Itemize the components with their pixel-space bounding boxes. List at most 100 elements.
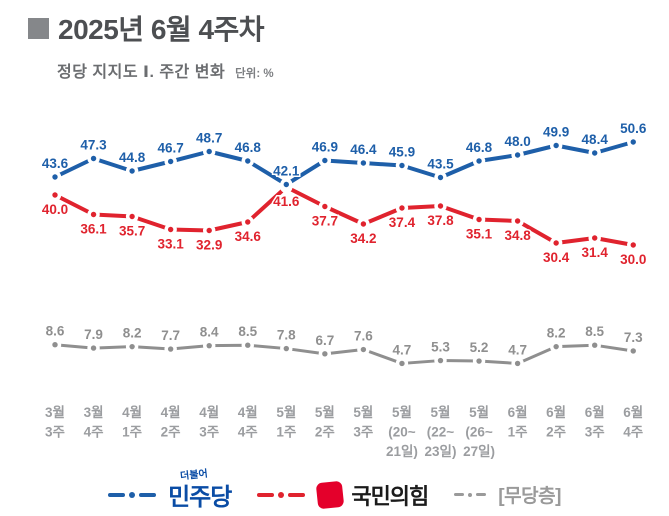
dp-logo-sub-label: 더불어 bbox=[179, 468, 209, 483]
page-title: 2025년 6월 4주차 bbox=[58, 14, 265, 45]
ppp-point bbox=[360, 221, 367, 227]
dp-point bbox=[437, 174, 444, 181]
ppp-value-label: 37.7 bbox=[312, 214, 338, 229]
ppp-value-label: 35.1 bbox=[466, 227, 493, 242]
legend-label-independents: [무당층] bbox=[498, 486, 561, 507]
dp-point bbox=[553, 142, 559, 149]
independents-point bbox=[206, 342, 212, 349]
x-axis-tick-label: (26~ bbox=[465, 425, 493, 440]
dp-value-label: 43.5 bbox=[427, 157, 454, 172]
x-axis-tick-label: 2주 bbox=[161, 425, 181, 440]
ppp-value-label: 31.4 bbox=[582, 245, 609, 260]
ppp-point bbox=[322, 203, 328, 210]
x-axis-tick-label: 6월 bbox=[508, 404, 528, 420]
x-axis-tick-label: 4주 bbox=[84, 425, 104, 440]
x-axis-tick-label: 23일) bbox=[425, 444, 457, 459]
ppp-value-label: 41.6 bbox=[273, 194, 300, 209]
dp-point bbox=[399, 162, 405, 169]
independents-value-label: 5.3 bbox=[431, 340, 450, 355]
ppp-value-label: 37.8 bbox=[427, 213, 454, 228]
independents-point bbox=[52, 342, 58, 348]
independents-value-label: 7.9 bbox=[84, 327, 103, 342]
independents-value-label: 7.6 bbox=[354, 329, 373, 344]
dp-point bbox=[514, 152, 521, 158]
dp-point bbox=[630, 139, 636, 145]
x-axis-tick-label: 6월 bbox=[585, 404, 605, 420]
independents-point bbox=[167, 346, 174, 352]
independents-value-label: 8.2 bbox=[123, 326, 142, 341]
x-axis-tick-label: 5월 bbox=[431, 404, 451, 420]
x-axis-tick-label: 6월 bbox=[546, 404, 566, 420]
independents-line-marker-icon bbox=[454, 492, 487, 497]
independents-point bbox=[399, 360, 405, 367]
x-axis-tick-label: 1주 bbox=[276, 425, 296, 440]
dp-point bbox=[245, 158, 251, 164]
ppp-point bbox=[476, 216, 482, 223]
x-axis-tick-label: 5월 bbox=[276, 404, 296, 420]
x-axis-tick-label: 4주 bbox=[238, 425, 258, 440]
ppp-point bbox=[630, 242, 636, 248]
dp-point bbox=[283, 181, 289, 188]
dp-value-label: 42.1 bbox=[273, 164, 300, 179]
dp-point bbox=[167, 158, 174, 165]
dp-value-label: 50.6 bbox=[620, 121, 647, 136]
dp-value-label: 49.9 bbox=[543, 125, 569, 140]
x-axis-tick-label: 5월 bbox=[392, 404, 412, 420]
ppp-line bbox=[54, 185, 634, 247]
dp-value-label: 48.0 bbox=[504, 134, 530, 149]
dp-value-label: 46.7 bbox=[158, 141, 184, 156]
x-axis-tick-label: 3주 bbox=[353, 425, 373, 440]
independents-value-label: 4.7 bbox=[508, 342, 527, 357]
ppp-symbol-icon bbox=[316, 480, 345, 509]
dp-point bbox=[52, 174, 58, 180]
legend-label-ppp: 국민의힘 bbox=[351, 483, 429, 509]
dp-point bbox=[129, 168, 135, 174]
header: 2025년 6월 4주차 정당 지지도 Ⅰ. 주간 변화 단위: % bbox=[28, 8, 274, 82]
ppp-value-label: 35.7 bbox=[119, 224, 145, 239]
x-axis-tick-label: 5월 bbox=[469, 404, 489, 420]
x-axis-tick-label: 27일) bbox=[463, 444, 495, 459]
ppp-value-label: 40.0 bbox=[42, 202, 68, 217]
dp-value-label: 48.7 bbox=[196, 131, 222, 146]
x-axis-tick-label: 2주 bbox=[315, 425, 335, 440]
independents-point bbox=[245, 342, 251, 348]
independents-value-label: 8.5 bbox=[585, 324, 604, 339]
legend-item-independents: [무당층] bbox=[454, 473, 561, 508]
dp-value-label: 46.9 bbox=[312, 140, 338, 155]
x-axis-tick-label: 3주 bbox=[45, 425, 65, 440]
title-bullet-square-icon bbox=[28, 17, 49, 39]
x-axis-tick-label: 1주 bbox=[508, 425, 528, 440]
ppp-value-label: 32.9 bbox=[196, 238, 222, 253]
independents-point bbox=[592, 342, 598, 348]
dp-value-label: 43.6 bbox=[42, 156, 69, 171]
x-axis-tick-label: 3월 bbox=[84, 404, 104, 420]
ppp-line-marker-icon bbox=[257, 491, 306, 498]
ppp-point bbox=[514, 218, 521, 224]
independents-value-label: 8.4 bbox=[200, 325, 219, 340]
x-axis-tick-label: 5월 bbox=[315, 404, 335, 420]
ppp-point bbox=[129, 213, 135, 220]
ppp-point bbox=[206, 227, 212, 234]
x-axis-tick-label: 4월 bbox=[122, 404, 142, 420]
ppp-value-label: 30.0 bbox=[620, 252, 646, 267]
legend-item-ppp: 국민의힘 bbox=[257, 471, 429, 511]
ppp-value-label: 34.6 bbox=[235, 229, 262, 244]
independents-point bbox=[90, 345, 97, 351]
ppp-value-label: 36.1 bbox=[80, 222, 107, 237]
x-axis-tick-label: 3월 bbox=[45, 404, 65, 420]
x-axis-tick-label: 1주 bbox=[122, 425, 142, 440]
x-axis-tick-label: 3주 bbox=[585, 425, 605, 440]
ppp-logo: 국민의힘 bbox=[316, 479, 429, 511]
ppp-point bbox=[245, 219, 251, 225]
dp-value-label: 48.4 bbox=[582, 132, 609, 147]
x-axis-tick-label: 6월 bbox=[623, 404, 643, 420]
independents-point bbox=[283, 345, 289, 352]
dp-point bbox=[592, 150, 598, 156]
ppp-point bbox=[90, 211, 97, 218]
independents-point bbox=[322, 351, 328, 357]
independents-point bbox=[630, 348, 636, 354]
unit-label: 단위: % bbox=[235, 68, 274, 80]
ppp-value-label: 34.8 bbox=[504, 228, 531, 243]
